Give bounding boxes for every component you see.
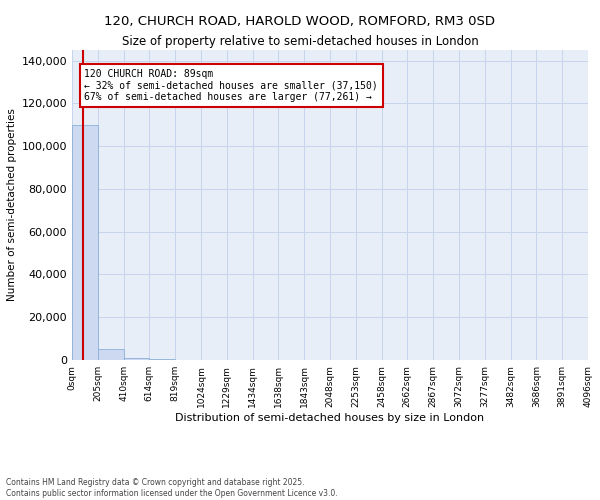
Text: 120, CHURCH ROAD, HAROLD WOOD, ROMFORD, RM3 0SD: 120, CHURCH ROAD, HAROLD WOOD, ROMFORD, … [104, 15, 496, 28]
Bar [72, 125, 98, 360]
Y-axis label: Number of semi-detached properties: Number of semi-detached properties [7, 108, 17, 302]
Text: Contains HM Land Registry data © Crown copyright and database right 2025.
Contai: Contains HM Land Registry data © Crown c… [6, 478, 338, 498]
X-axis label: Distribution of semi-detached houses by size in London: Distribution of semi-detached houses by … [175, 412, 485, 422]
Bar [124, 358, 149, 360]
Bar [98, 350, 124, 360]
Text: Size of property relative to semi-detached houses in London: Size of property relative to semi-detach… [122, 35, 478, 48]
Text: 120 CHURCH ROAD: 89sqm
← 32% of semi-detached houses are smaller (37,150)
67% of: 120 CHURCH ROAD: 89sqm ← 32% of semi-det… [85, 69, 378, 102]
